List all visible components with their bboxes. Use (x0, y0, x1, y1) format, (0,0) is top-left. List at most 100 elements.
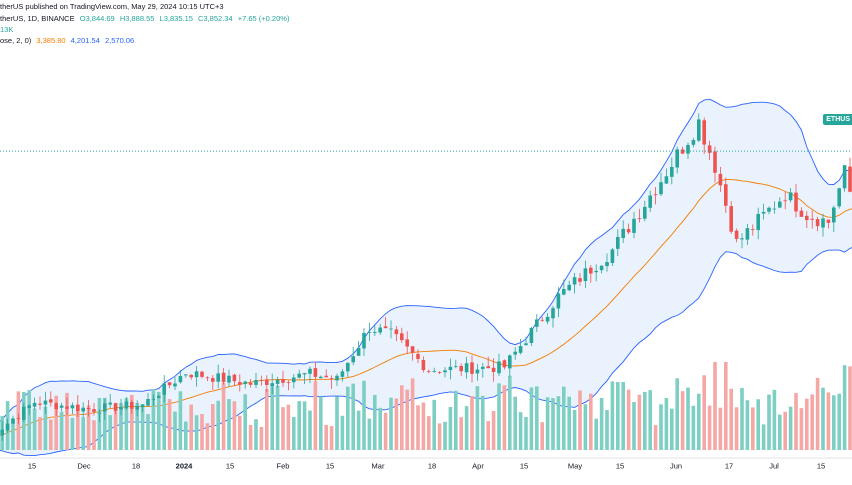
candle-body (448, 366, 453, 371)
volume-bar (481, 395, 485, 450)
candle-body (194, 371, 199, 378)
volume-bar (659, 404, 663, 450)
candle-body (394, 329, 399, 335)
volume-bar (626, 389, 631, 450)
candle-body (729, 206, 733, 232)
volume-bar (243, 394, 247, 450)
candle-body (572, 277, 577, 285)
volume-bar (670, 408, 674, 450)
volume-bar (427, 416, 431, 450)
volume-bar (205, 423, 210, 450)
volume-bar (113, 402, 118, 450)
volume-bar (103, 397, 107, 450)
volume-bar (675, 378, 679, 450)
volume-bar (194, 415, 199, 450)
candle-body (578, 278, 582, 282)
candle-body (265, 379, 269, 385)
candle-body (626, 229, 631, 233)
volume-bar (599, 397, 604, 450)
volume-bar (805, 398, 809, 450)
candle-body (799, 210, 804, 217)
candle-body (416, 353, 420, 359)
candle-body (319, 376, 323, 379)
candle-body (783, 200, 787, 202)
candle-body (189, 374, 193, 378)
candle-body (751, 229, 755, 230)
candle-body (178, 375, 183, 383)
volume-bar (38, 416, 42, 450)
ohlc-legend: therUS, 1D, BINANCE O3,844.69 H3,888.55 … (0, 14, 292, 23)
volume-bar (286, 404, 291, 450)
candlesticks (0, 113, 852, 441)
candle-body (848, 166, 852, 192)
volume-bar (702, 375, 706, 450)
volume-bar (189, 404, 193, 450)
open-value: O3,844.69 (79, 14, 115, 23)
volume-bar (157, 391, 161, 450)
volume-bar (378, 407, 382, 450)
candle-body (761, 211, 766, 214)
time-axis-label: May (568, 462, 582, 471)
time-axis-label: Dec (77, 462, 91, 471)
volume-bar (259, 426, 264, 450)
candle-body (367, 332, 372, 333)
candle-body (842, 165, 847, 189)
volume-bar (680, 391, 685, 450)
candle-body (400, 333, 404, 341)
volume-bar (227, 399, 231, 450)
volume-bar (848, 366, 852, 450)
volume-bar (594, 418, 598, 450)
candle-body (329, 378, 334, 380)
volume-bar (767, 394, 771, 450)
candle-body (108, 402, 112, 405)
candle-body (670, 166, 674, 177)
candle-body (302, 373, 307, 375)
candle-body (556, 293, 561, 309)
volume-bar (643, 391, 647, 450)
candle-body (286, 382, 291, 383)
volume-bar (832, 395, 836, 450)
volume-bar (578, 390, 582, 450)
candle-body (837, 188, 841, 207)
candle-body (292, 377, 296, 383)
symbol-label: therUS, 1D, BINANCE (0, 14, 75, 23)
time-axis[interactable]: 15 Dec 18 2024 15 Feb 15 Mar 18 Apr 15 May 15 Jun 17 Ju… (28, 462, 825, 471)
candle-body (470, 362, 474, 374)
candle-body (491, 367, 496, 372)
candle-body (86, 408, 91, 410)
volume-bar (49, 419, 53, 450)
bollinger-fill (0, 99, 852, 456)
candle-body (389, 328, 393, 330)
volume-bar (70, 417, 75, 450)
candle-body (756, 213, 760, 231)
candle-body (275, 379, 280, 384)
volume-bar (778, 414, 782, 450)
volume-bar (275, 385, 280, 450)
volume-bar (232, 401, 237, 450)
time-axis-label: Feb (277, 462, 290, 471)
volume-bar (529, 387, 534, 450)
volume-bar (11, 418, 15, 450)
volume-legend: 13K (0, 25, 16, 34)
candle-body (232, 374, 237, 382)
candle-body (497, 361, 501, 374)
volume-bar (86, 405, 91, 450)
volume-bar (324, 424, 328, 450)
candle-body (32, 402, 37, 407)
volume-bar (761, 424, 766, 450)
candle-body (513, 351, 517, 355)
candle-body (173, 383, 177, 387)
volume-bar (32, 408, 37, 450)
volume-bar (572, 409, 577, 450)
candle-body (378, 327, 382, 333)
volume-bar (464, 406, 469, 450)
volume-bar (621, 382, 625, 450)
candle-body (405, 339, 409, 347)
candle-body (200, 371, 204, 377)
candle-body (5, 423, 10, 431)
candle-body (59, 405, 64, 408)
volume-bar (486, 421, 490, 450)
volume-bar (448, 407, 453, 450)
volume-bar (184, 421, 188, 450)
